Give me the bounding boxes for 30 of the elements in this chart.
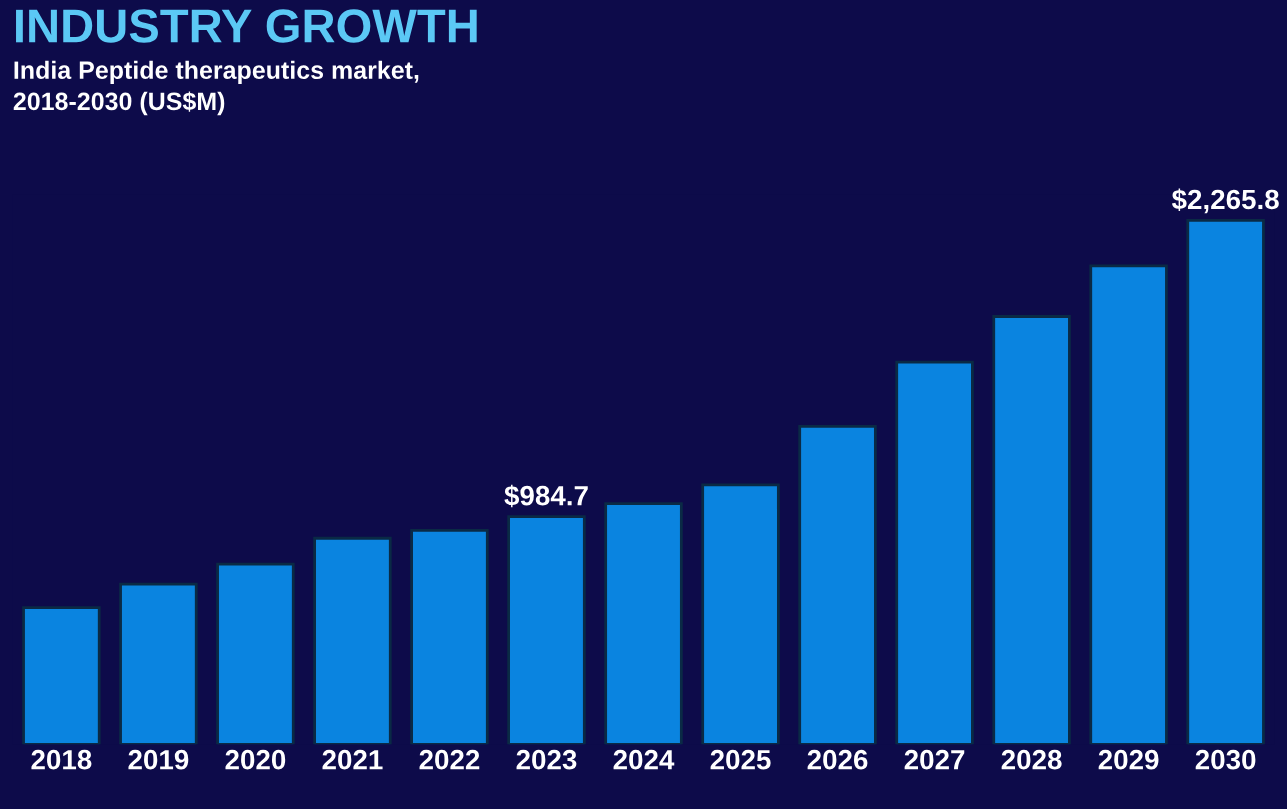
bar	[895, 360, 974, 745]
bar	[410, 529, 489, 745]
x-tick-label: 2023	[516, 749, 577, 770]
bar	[216, 562, 295, 745]
bar	[313, 536, 392, 745]
chart-subtitle: India Peptide therapeutics market, 2018-2030 (US$M)	[13, 60, 419, 116]
data-label: $984.7	[504, 484, 588, 508]
x-tick-label: 2025	[710, 749, 771, 770]
bar	[1089, 264, 1168, 745]
bar	[22, 606, 101, 745]
bar	[798, 424, 877, 745]
x-tick-label: 2022	[419, 749, 480, 770]
chart-title: INDUSTRY GROWTH	[16, 9, 477, 43]
x-tick-label: 2024	[613, 749, 675, 770]
x-tick-label: 2019	[128, 749, 189, 770]
x-tick-label: 2027	[904, 749, 965, 770]
bar	[701, 483, 780, 745]
x-tick-label: 2030	[1195, 749, 1256, 770]
bar	[507, 515, 586, 745]
x-tick-label: 2018	[31, 749, 92, 770]
x-tick-label: 2020	[225, 749, 286, 770]
bar	[119, 582, 198, 745]
x-tick-label: 2029	[1098, 749, 1159, 770]
x-tick-label: 2021	[322, 749, 383, 770]
bar	[604, 502, 683, 745]
bar	[1186, 218, 1265, 745]
x-tick-label: 2028	[1001, 749, 1062, 770]
data-label: $2,265.8	[1171, 188, 1279, 214]
x-tick-label: 2026	[807, 749, 868, 770]
bar	[992, 315, 1071, 745]
